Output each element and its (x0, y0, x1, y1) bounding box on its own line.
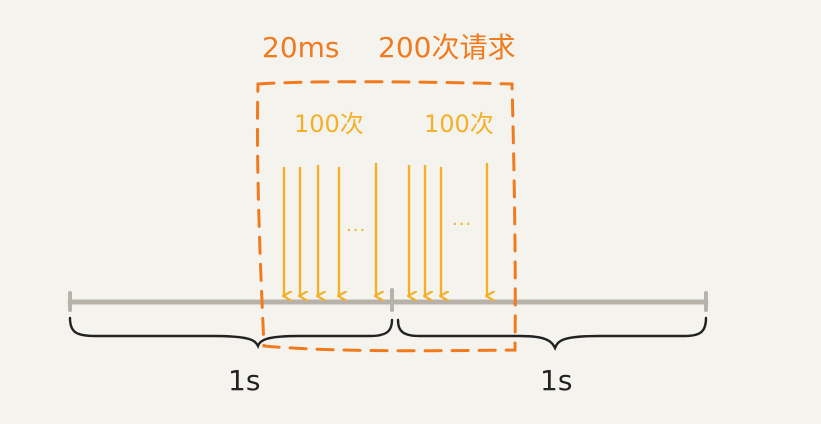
window-duration-label: 20ms (262, 31, 340, 64)
burst-ellipsis-second: ··· (452, 214, 473, 235)
request-total-label: 200次请求 (378, 31, 516, 64)
second-brace-left (68, 316, 394, 350)
second-brace-right (396, 316, 708, 351)
burst-ellipsis-first: ··· (346, 220, 367, 241)
timeline (67, 288, 709, 312)
time-window-box (255, 80, 517, 353)
second-label-right: 1s (540, 364, 573, 397)
burst-label-first: 100次 (294, 110, 364, 138)
second-label-left: 1s (228, 364, 261, 397)
request-arrows (284, 162, 487, 296)
burst-label-second: 100次 (424, 110, 494, 138)
